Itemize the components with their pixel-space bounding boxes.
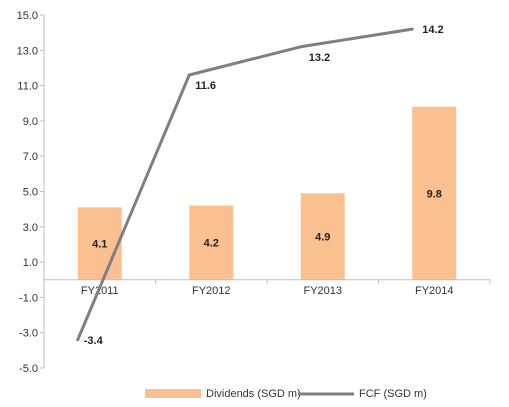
line-fcf: [76, 27, 414, 342]
bar-value-label: 4.1: [92, 239, 107, 251]
line-fcf-path: [76, 27, 413, 341]
y-tick-label: 5.0: [23, 187, 38, 199]
y-tick-label: 9.0: [23, 116, 38, 128]
y-tick-label: -1.0: [19, 292, 38, 304]
y-tick-label: 7.0: [23, 151, 38, 163]
line-point-fcf: [299, 45, 303, 49]
legend-label-dividends: Dividends (SGD m): [206, 388, 301, 400]
bar-dividends: [77, 207, 122, 280]
line-point-fcf: [410, 27, 414, 31]
bar-dividends: [189, 205, 234, 280]
y-tick-label: 1.0: [23, 257, 38, 269]
x-tick-label: FY2012: [192, 285, 231, 297]
bar-dividends: [300, 193, 345, 280]
legend: Dividends (SGD m) FCF (SGD m): [145, 388, 427, 400]
bar-data-labels: 4.1 4.2 4.9 9.8: [92, 188, 442, 250]
bar-value-label: 9.8: [427, 188, 442, 200]
bars-dividends: [77, 106, 457, 280]
bar-value-label: 4.9: [315, 232, 330, 244]
x-tick-label: FY2013: [303, 285, 342, 297]
line-data-labels: -3.4 11.6 13.2 14.2: [84, 24, 444, 347]
line-point-fcf: [187, 73, 191, 77]
line-value-label: 11.6: [195, 80, 216, 92]
line-value-label: 14.2: [422, 24, 443, 36]
y-tick-label: 15.0: [17, 10, 38, 22]
y-tick-label: 3.0: [23, 222, 38, 234]
legend-swatch-dividends: [145, 389, 201, 398]
bar-dividends: [412, 106, 457, 280]
line-value-label: -3.4: [84, 335, 104, 347]
y-tick-label: 13.0: [17, 45, 38, 57]
x-axis-ticks: FY2011 FY2012 FY2013 FY2014: [43, 279, 491, 297]
line-value-label: 13.2: [309, 52, 330, 64]
bar-value-label: 4.2: [204, 238, 219, 250]
x-tick-label: FY2014: [415, 285, 454, 297]
legend-label-fcf: FCF (SGD m): [359, 388, 427, 400]
line-point-fcf: [76, 338, 80, 342]
y-axis-ticks: 15.0 13.0 11.0 9.0 7.0 5.0 3.0 1.0 -1.0 -3.0 -5.0: [17, 10, 44, 375]
y-tick-label: -5.0: [19, 363, 38, 375]
y-tick-label: 11.0: [17, 81, 38, 93]
y-tick-label: -3.0: [19, 328, 38, 340]
